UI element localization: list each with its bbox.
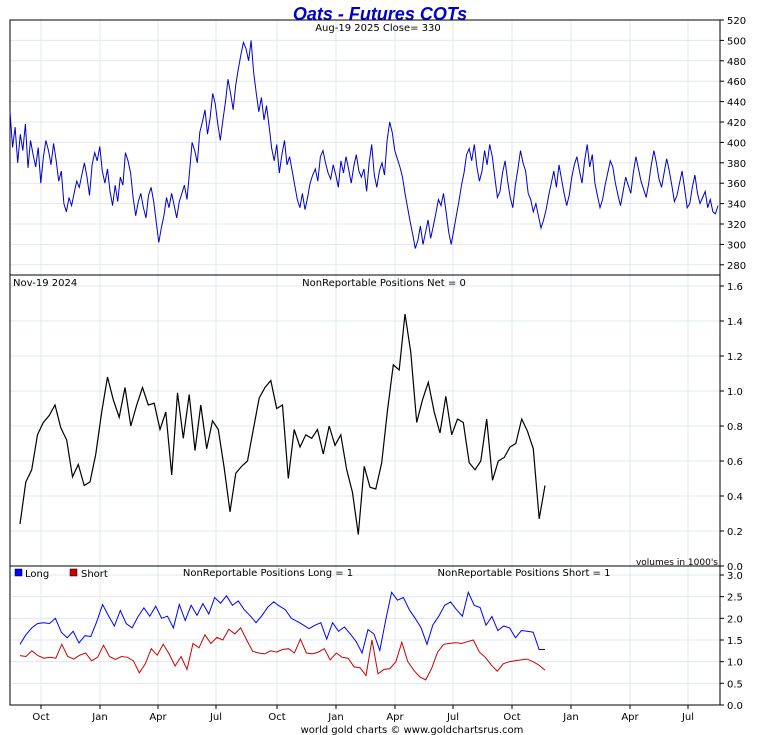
legend-short-swatch	[69, 568, 78, 577]
y-tick-label: 320	[727, 220, 746, 231]
y-tick-label: 400	[727, 138, 746, 149]
y-tick-label: 280	[727, 261, 746, 272]
y-tick-label: 0.8	[727, 422, 743, 433]
x-tick-label: Oct	[268, 712, 285, 723]
y-tick-label: 360	[727, 179, 746, 190]
x-tick-label: Apr	[386, 712, 404, 723]
net-line	[19, 313, 546, 535]
legend-long-label: Long	[25, 569, 49, 580]
y-tick-label: 480	[727, 57, 746, 68]
y-tick-label: 2.5	[727, 593, 743, 604]
y-tick-label: 460	[727, 77, 746, 88]
y-tick-label: 520	[727, 16, 746, 27]
y-tick-label: 0.2	[727, 527, 743, 538]
y-tick-label: 1.4	[727, 317, 743, 328]
y-tick-label: 0.4	[727, 492, 743, 503]
chart-title: Oats - Futures COTs	[293, 4, 467, 24]
x-tick-label: Jan	[91, 712, 107, 723]
y-tick-label: 500	[727, 36, 746, 47]
volumes-note: volumes in 1000's	[636, 558, 718, 568]
y-tick-label: 0.0	[727, 701, 743, 712]
y-tick-label: 440	[727, 98, 746, 109]
net-panel-title: NonReportable Positions Net = 0	[302, 278, 466, 289]
legend-short-label: Short	[81, 569, 108, 580]
y-tick-label: 1.2	[727, 352, 743, 363]
y-tick-label: 1.6	[727, 282, 743, 293]
x-tick-label: Oct	[503, 712, 520, 723]
price-line	[9, 40, 719, 249]
short-panel-title: NonReportable Positions Short = 1	[438, 568, 611, 579]
y-tick-label: 0.6	[727, 457, 743, 468]
x-tick-label: Apr	[149, 712, 167, 723]
price-panel-title: Aug-19 2025 Close= 330	[315, 23, 441, 34]
y-tick-label: 1.0	[727, 387, 743, 398]
y-tick-label: 0.5	[727, 679, 743, 690]
y-tick-label: 300	[727, 240, 746, 251]
long-positions-line	[19, 590, 545, 655]
x-axis: Oct Jan Apr Jul Oct Jan Apr Jul Oct Jan Apr Jul	[32, 705, 694, 723]
short-positions-line	[19, 627, 546, 681]
y-tick-label: 3.0	[727, 571, 743, 582]
long-panel-title: NonReportable Positions Long = 1	[183, 568, 353, 579]
y-tick-label: 420	[727, 118, 746, 129]
price-panel: Aug-19 2025 Close= 330 520 500 480 460 440 42…	[9, 16, 746, 276]
positions-panel: Long Short NonReportable Positions Long …	[9, 565, 743, 712]
net-panel-date: Nov-19 2024	[13, 278, 77, 289]
x-tick-label: Jul	[681, 712, 694, 723]
x-tick-label: Oct	[32, 712, 49, 723]
x-tick-label: Jul	[209, 712, 222, 723]
y-tick-label: 1.0	[727, 658, 743, 669]
legend-long-swatch	[14, 568, 23, 577]
y-tick-label: 380	[727, 159, 746, 170]
x-tick-label: Jul	[446, 712, 459, 723]
y-tick-label: 1.5	[727, 636, 743, 647]
y-tick-label: 2.0	[727, 614, 743, 625]
x-tick-label: Apr	[621, 712, 639, 723]
y-tick-label: 340	[727, 200, 746, 211]
y-tick-label: 0.0	[727, 562, 743, 573]
footer-credit: world gold charts © www.goldchartsrus.co…	[301, 725, 524, 735]
x-tick-label: Jan	[327, 712, 343, 723]
x-tick-label: Jan	[562, 712, 578, 723]
